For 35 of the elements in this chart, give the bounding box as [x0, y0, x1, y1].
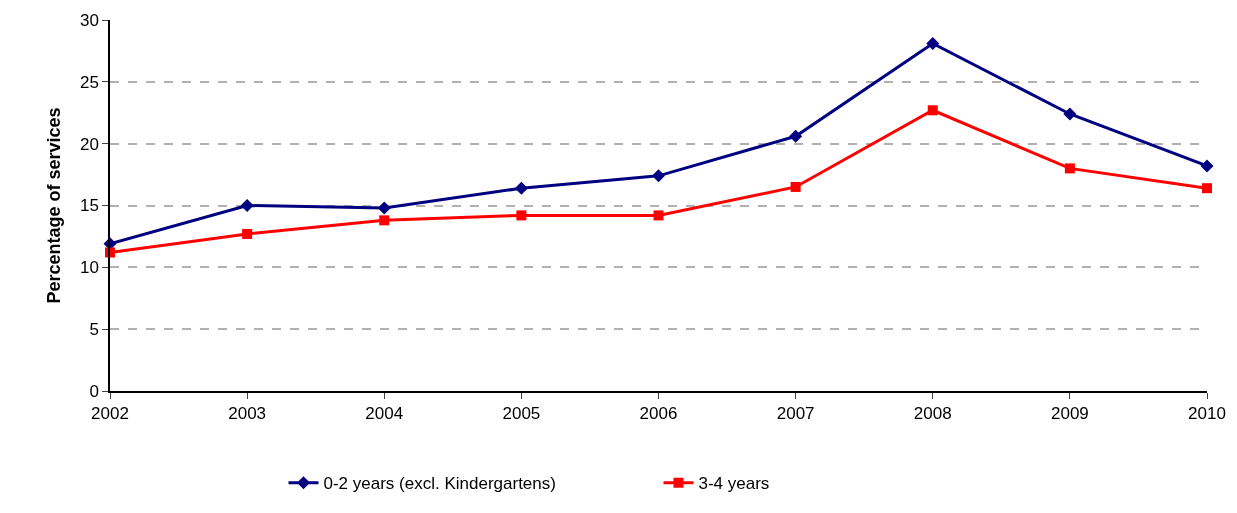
y-tick-label: 20 [79, 134, 99, 154]
point [1064, 163, 1075, 174]
point [379, 215, 390, 226]
point [1202, 183, 1212, 194]
legend-label: 3-4 years [698, 474, 770, 494]
point [240, 199, 254, 212]
x-tick-label: 2002 [91, 404, 129, 424]
point [377, 201, 391, 215]
point [927, 105, 938, 116]
point [790, 181, 801, 192]
x-tick-label: 2009 [1050, 404, 1089, 424]
point [516, 210, 527, 221]
y-tick-label: 5 [89, 320, 99, 340]
y-tick-label: 30 [79, 10, 99, 30]
y-tick-label: 25 [79, 72, 99, 92]
point [652, 169, 665, 183]
y-tick-label: 0 [89, 381, 99, 401]
point [1063, 107, 1077, 121]
x-tick-label: 2003 [228, 404, 267, 424]
legend-label: 0-2 years (excl. Kindergartens) [323, 474, 556, 494]
y-tick-label: 10 [79, 258, 99, 278]
point [1200, 159, 1214, 173]
point [926, 37, 940, 50]
point [514, 181, 528, 195]
point [242, 228, 253, 239]
x-tick-label: 2005 [502, 404, 541, 424]
x-tick-label: 2006 [639, 404, 678, 424]
x-tick-label: 2008 [913, 404, 952, 424]
x-tick-label: 2007 [776, 404, 815, 424]
point [653, 210, 664, 221]
x-tick-label: 2004 [365, 404, 404, 424]
point [789, 129, 803, 143]
y-axis-title: Percentage of services [43, 107, 64, 304]
x-tick-label: 2010 [1188, 404, 1226, 424]
y-tick-label: 15 [79, 196, 99, 216]
